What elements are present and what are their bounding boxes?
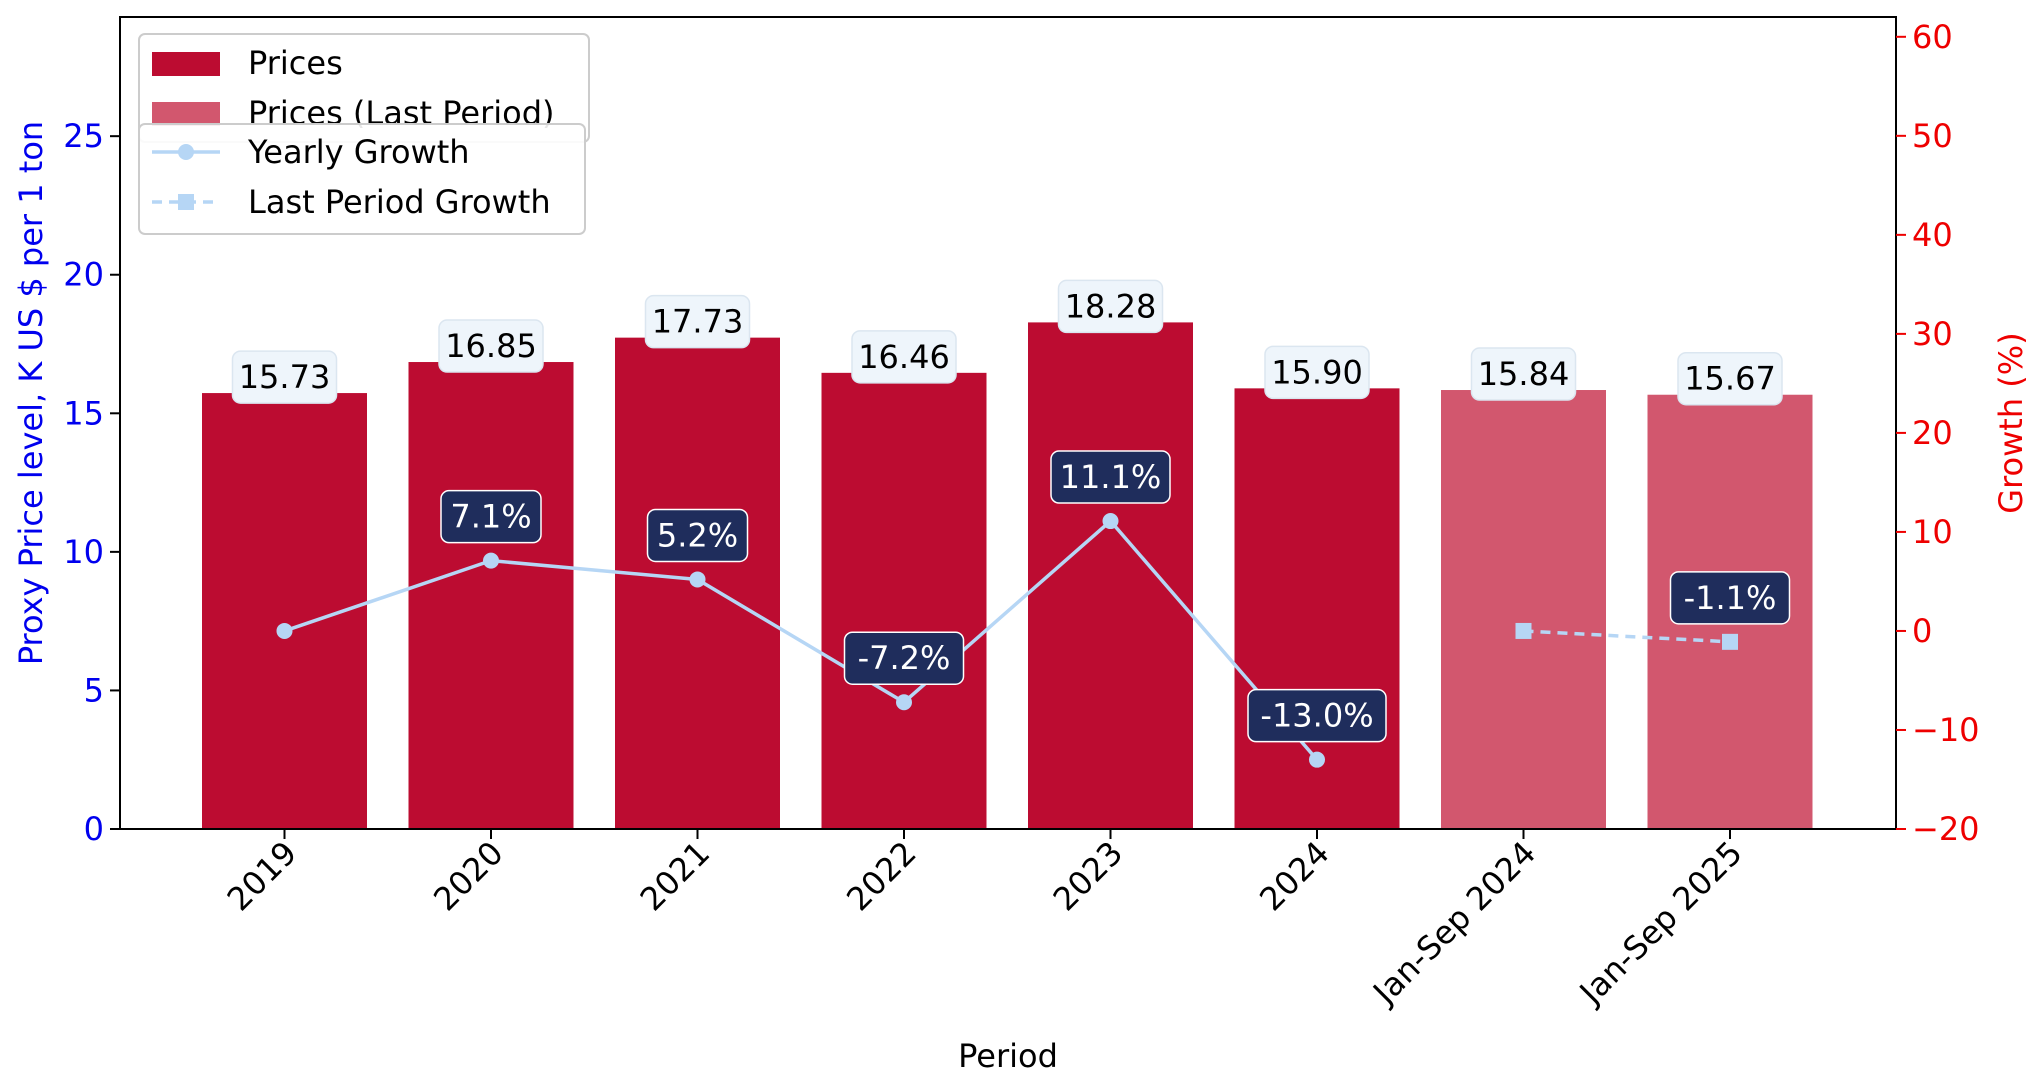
legend-lines-box <box>138 123 586 235</box>
bar-value-label-1: 16.85 <box>445 327 537 365</box>
bar-label-box-7 <box>1677 351 1783 406</box>
left-tick-label-0: 0 <box>84 810 104 848</box>
right-tick-label-20: 20 <box>1912 414 1953 452</box>
bar-value-label-2: 17.73 <box>652 303 744 341</box>
bar-prices-1 <box>408 362 574 829</box>
bar-label-box-5 <box>1264 345 1370 400</box>
bar-value-label-0: 15.73 <box>239 358 331 396</box>
x-tick-label-1: 2020 <box>426 834 510 918</box>
y2-axis-title: Growth (%) <box>1992 332 2030 513</box>
growth-value-label-2: 5.2% <box>657 516 738 554</box>
bar-label-box-3 <box>851 330 957 384</box>
yearly-growth-line <box>283 518 1319 761</box>
growth-label-box-1 <box>440 489 542 544</box>
growth-point-0 <box>276 622 293 639</box>
growth-value-label-1: 7.1% <box>450 498 531 536</box>
growth-point-3 <box>896 694 912 711</box>
right-tick-label--10: −10 <box>1912 711 1980 749</box>
growth-point-square-0 <box>1515 622 1532 639</box>
legend-label-0: Prices <box>248 44 343 82</box>
bar-label-box-0 <box>231 350 338 404</box>
left-tick-label-5: 5 <box>84 671 104 709</box>
right-tick-label-0: 0 <box>1912 612 1932 650</box>
right-tick-label-60: 60 <box>1912 18 1953 56</box>
legend-swatch-0 <box>152 52 220 76</box>
legend-line-label-1: Last Period Growth <box>248 183 551 221</box>
growth-point-1 <box>483 552 499 569</box>
right-tick-label-10: 10 <box>1912 513 1953 551</box>
last-period-growth-line <box>1523 629 1731 644</box>
growth-point-4 <box>1102 513 1119 530</box>
growth-value-label-5: -13.0% <box>1260 697 1373 735</box>
growth-value-label-4: 11.1% <box>1060 458 1162 496</box>
growth-point-square-1 <box>1722 633 1738 650</box>
x-axis-title: Period <box>958 1037 1058 1075</box>
left-tick-label-20: 20 <box>63 256 104 294</box>
right-tick-label-40: 40 <box>1912 216 1953 254</box>
growth-point-2 <box>689 571 706 588</box>
legend-marker-1 <box>178 194 194 210</box>
left-tick-label-15: 15 <box>63 394 104 432</box>
plot-frame <box>119 16 1897 830</box>
bar-value-label-7: 15.67 <box>1684 360 1776 398</box>
bar-label-box-4 <box>1057 279 1164 334</box>
right-tick-label-50: 50 <box>1912 117 1953 155</box>
bar-prices-4 <box>1028 322 1193 829</box>
legend-marker-0 <box>178 144 194 160</box>
x-tick-label-2: 2021 <box>633 834 717 918</box>
growth-label-box-5 <box>1247 688 1387 743</box>
bar-label-box-6 <box>1470 347 1577 401</box>
left-tick-label-25: 25 <box>63 117 104 155</box>
bar-prices-last-period-6 <box>1441 390 1606 829</box>
x-tick-label-7: Jan-Sep 2025 <box>1571 834 1750 1013</box>
growth-value-label-7: -1.1% <box>1684 579 1777 617</box>
x-tick-label-0: 2019 <box>220 834 304 918</box>
growth-point-5 <box>1309 751 1325 768</box>
x-tick-label-5: 2024 <box>1252 834 1336 918</box>
growth-label-box-7 <box>1669 571 1791 625</box>
left-tick-label-10: 10 <box>63 533 104 571</box>
growth-label-box-3 <box>843 631 965 685</box>
y-axis-title: Proxy Price level, K US $ per 1 ton <box>12 121 50 665</box>
legend-swatch-1 <box>152 102 220 126</box>
right-tick-label-30: 30 <box>1912 315 1953 353</box>
growth-label-box-2 <box>646 508 749 563</box>
x-tick-label-6: Jan-Sep 2024 <box>1364 834 1543 1013</box>
bar-value-label-3: 16.46 <box>858 338 950 376</box>
bar-label-box-1 <box>438 319 544 373</box>
x-tick-label-4: 2023 <box>1046 834 1130 918</box>
bar-prices-3 <box>821 372 987 829</box>
right-tick-label--20: −20 <box>1912 810 1980 848</box>
bar-value-label-6: 15.84 <box>1478 355 1570 393</box>
x-tick-label-3: 2022 <box>839 834 923 918</box>
bar-label-box-2 <box>644 294 751 349</box>
growth-value-label-3: -7.2% <box>858 639 951 677</box>
bar-value-label-5: 15.90 <box>1271 353 1363 391</box>
growth-label-box-4 <box>1050 450 1171 504</box>
legend-line-label-0: Yearly Growth <box>247 133 470 171</box>
bar-value-label-4: 18.28 <box>1065 287 1157 325</box>
